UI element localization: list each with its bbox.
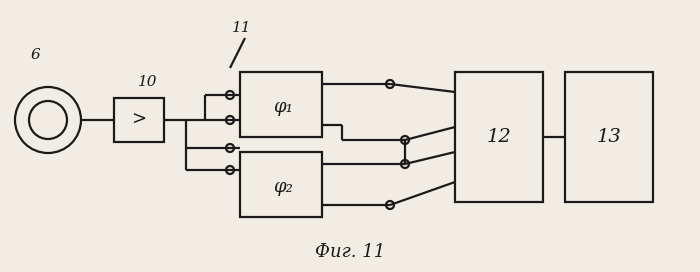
- Circle shape: [401, 160, 409, 168]
- Circle shape: [15, 87, 81, 153]
- Bar: [565, 72, 653, 202]
- Circle shape: [29, 101, 67, 139]
- Text: 10: 10: [139, 75, 158, 89]
- Circle shape: [386, 80, 394, 88]
- Text: 12: 12: [486, 128, 512, 146]
- Bar: [240, 72, 322, 137]
- Bar: [455, 72, 543, 202]
- Text: >: >: [132, 111, 146, 129]
- Text: 13: 13: [596, 128, 622, 146]
- Circle shape: [226, 144, 234, 152]
- Text: φ₂: φ₂: [273, 178, 293, 196]
- Circle shape: [401, 136, 409, 144]
- Text: Фиг. 11: Фиг. 11: [315, 243, 385, 261]
- Text: φ₁: φ₁: [273, 98, 293, 116]
- Circle shape: [226, 91, 234, 99]
- Text: 11: 11: [232, 21, 252, 35]
- Circle shape: [226, 116, 234, 124]
- Bar: [240, 152, 322, 217]
- Circle shape: [386, 201, 394, 209]
- Text: 6: 6: [30, 48, 40, 62]
- Bar: [114, 98, 164, 142]
- Circle shape: [226, 166, 234, 174]
